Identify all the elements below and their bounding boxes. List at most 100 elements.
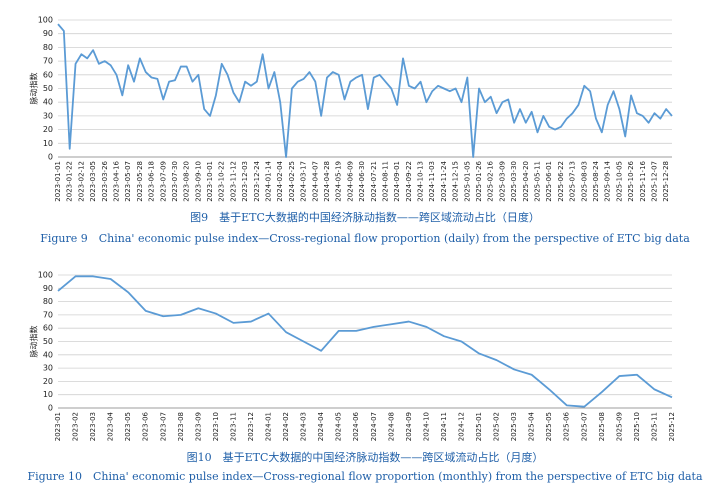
x-tick-label: 2025-06-01 [545,161,553,202]
x-tick-label: 2023-03 [89,412,97,441]
x-tick-label: 2025-12-28 [662,161,670,202]
x-tick-label: 2024-03 [300,412,308,441]
x-tick-label: 2023-04-16 [112,160,120,201]
x-tick-label: 2024-06-30 [358,161,366,202]
y-axis-label: 脉动指数 [29,73,39,105]
x-tick-label: 2025-08-24 [592,160,600,201]
x-tick-label: 2023-11 [229,412,237,441]
y-tick-label: 0 [48,153,53,162]
x-tick-label: 2024-10-13 [417,161,425,202]
x-tick-label: 2025-07-13 [569,161,577,202]
y-tick-label: 100 [38,271,53,280]
x-tick-label: 2023-10-22 [218,161,226,202]
y-tick-label: 0 [48,404,53,413]
caption-zh: 图10 基于ETC大数据的中国经济脉动指数——跨区域流动占比（月度） [187,450,544,464]
y-tick-label: 100 [38,16,53,25]
x-tick-label: 2024-10 [422,412,430,441]
x-tick-label: 2025-01-05 [463,161,471,202]
x-tick-label: 2025-10-26 [627,160,635,201]
x-tick-label: 2025-08-03 [580,161,588,202]
x-tick-label: 2025-10 [633,412,641,441]
x-tick-label: 2025-05 [545,412,553,441]
y-tick-label: 10 [43,139,53,148]
x-tick-label: 2024-01 [265,412,273,441]
x-tick-label: 2024-12 [457,412,465,441]
x-tick-label: 2025-03-09 [498,161,506,202]
x-tick-label: 2023-06 [142,411,150,441]
x-tick-label: 2025-11 [650,412,658,441]
x-tick-label: 2024-06-09 [346,161,354,202]
y-tick-label: 90 [43,29,53,38]
x-tick-label: 2024-11-03 [428,161,436,202]
y-tick-label: 70 [43,57,53,66]
x-tick-label: 2023-03-26 [101,160,109,201]
y-tick-label: 90 [43,284,53,293]
x-tick-label: 2025-08 [598,412,606,441]
x-tick-label: 2023-08-20 [183,161,191,202]
x-tick-label: 2023-09 [194,412,202,441]
x-tick-label: 2023-07-30 [171,161,179,202]
x-tick-label: 2024-05-19 [335,161,343,202]
x-tick-label: 2024-09 [405,412,413,441]
x-tick-label: 2023-02-12 [77,161,85,202]
x-tick-label: 2024-02-25 [288,161,296,202]
caption-en: Figure 9 China' economic pulse index—Cro… [40,232,690,245]
x-tick-label: 2023-05 [124,412,132,441]
x-tick-label: 2023-12-24 [253,160,261,201]
y-tick-label: 40 [43,98,53,107]
x-tick-label: 2025-01 [475,412,483,441]
x-tick-label: 2025-01-26 [475,160,483,201]
x-tick-label: 2023-05-28 [136,161,144,202]
x-tick-label: 2023-07 [159,412,167,441]
y-tick-label: 30 [43,111,53,120]
y-tick-label: 80 [43,43,53,52]
x-tick-label: 2023-12-03 [241,161,249,202]
x-tick-label: 2024-09-22 [405,161,413,202]
x-tick-label: 2025-11-16 [639,160,647,201]
x-tick-label: 2023-11-12 [229,161,237,202]
x-tick-label: 2025-10-05 [615,161,623,202]
x-tick-label: 2024-04-28 [323,161,331,202]
x-tick-label: 2025-05-11 [534,161,542,202]
y-tick-label: 60 [43,70,53,79]
x-tick-label: 2024-05 [335,412,343,441]
x-tick-label: 2024-11-24 [440,160,448,201]
x-tick-label: 2025-03-30 [510,161,518,202]
x-tick-label: 2023-02 [72,412,80,441]
x-tick-label: 2025-04 [528,411,536,441]
x-tick-label: 2023-08 [177,412,185,441]
x-tick-label: 2025-06 [563,411,571,441]
caption-en: Figure 10 China' economic pulse index—Cr… [27,470,703,483]
y-tick-label: 50 [43,84,53,93]
y-tick-label: 70 [43,310,53,319]
x-tick-label: 2025-03 [510,412,518,441]
y-tick-label: 80 [43,297,53,306]
x-tick-label: 2025-02 [493,412,501,441]
x-tick-label: 2024-11 [440,412,448,441]
x-tick-label: 2024-01-14 [265,160,273,201]
x-tick-label: 2023-01-22 [66,161,74,202]
x-tick-label: 2023-04 [107,411,115,441]
x-tick-label: 2024-04-07 [311,161,319,202]
x-tick-label: 2023-09-10 [194,161,202,202]
x-tick-label: 2024-02 [282,412,290,441]
x-tick-label: 2024-08 [387,412,395,441]
x-tick-label: 2024-12-15 [452,161,460,202]
x-tick-label: 2023-10-01 [206,161,214,202]
x-tick-label: 2025-07 [580,412,588,441]
x-tick-label: 2023-06-18 [148,161,156,202]
x-tick-label: 2025-09-14 [604,160,612,201]
x-tick-label: 2023-12 [247,412,255,441]
data-line [57,23,673,158]
y-tick-label: 40 [43,350,53,359]
x-tick-label: 2023-05-07 [124,161,132,202]
y-tick-label: 10 [43,390,53,399]
x-tick-label: 2025-12-07 [650,161,658,202]
y-axis-label: 脉动指数 [29,326,39,358]
x-tick-label: 2023-01 [54,412,62,441]
data-line [57,275,673,408]
x-tick-label: 2023-03-05 [89,161,97,202]
x-tick-label: 2025-02-16 [487,160,495,201]
x-tick-label: 2025-12 [668,412,676,441]
